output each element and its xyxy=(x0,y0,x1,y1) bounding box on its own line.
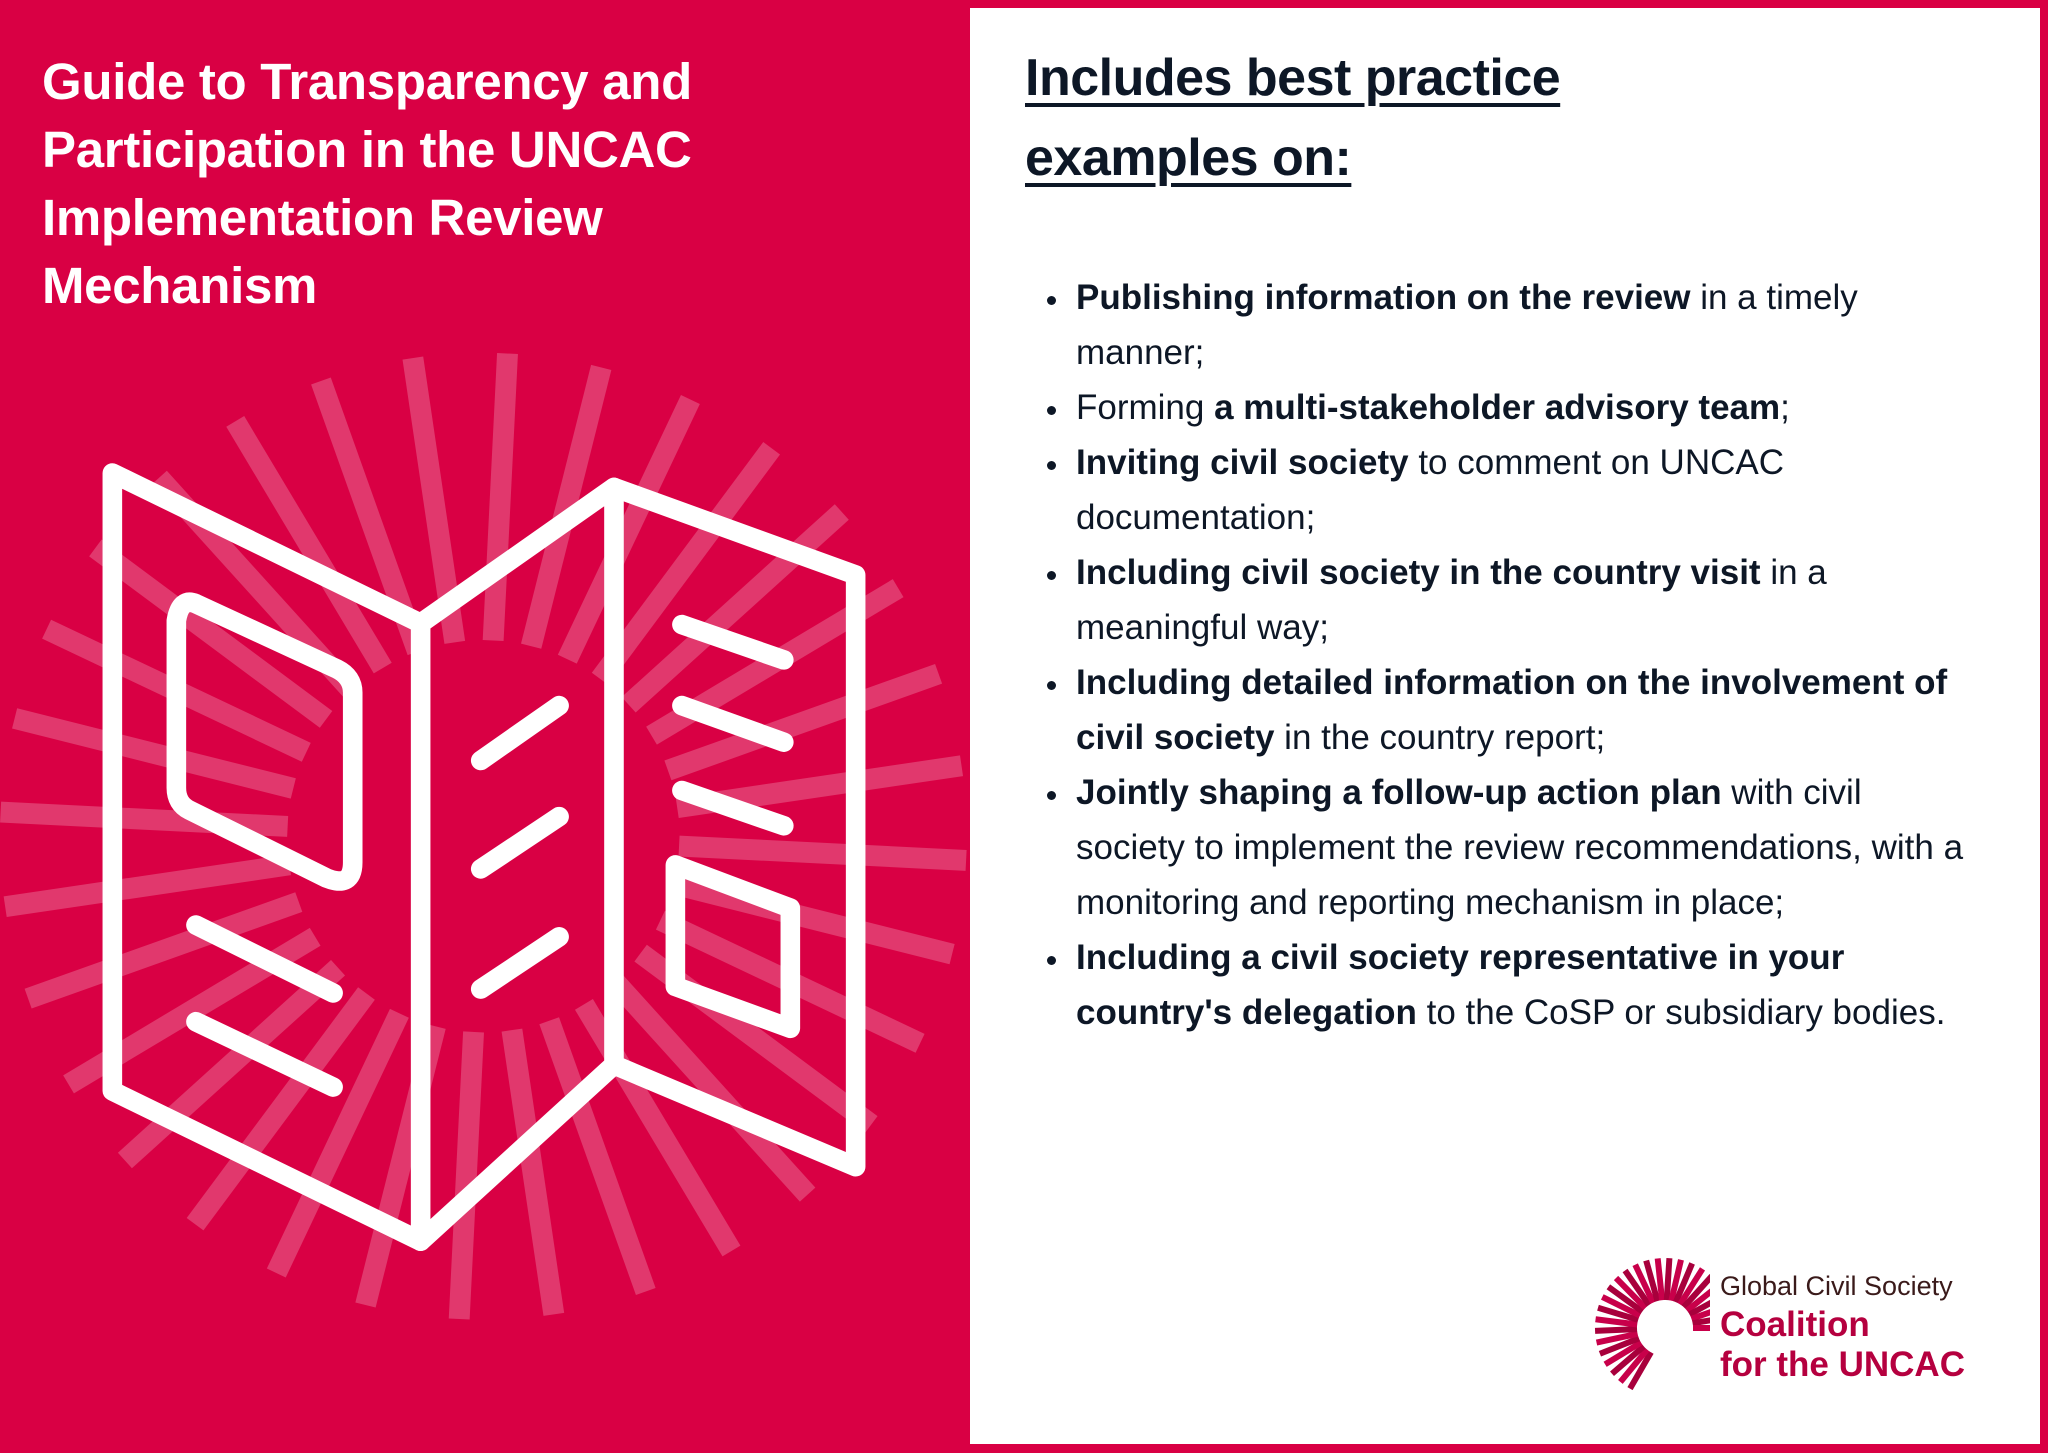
logo-text-bold: Coalition for the UNCAC xyxy=(1720,1305,1965,1385)
ray xyxy=(591,442,781,686)
logo-ray xyxy=(1600,1294,1642,1319)
list-item-bold: Including detailed information on the in… xyxy=(1076,663,1948,757)
logo-ray xyxy=(1668,1259,1684,1302)
list-item-bold: Including a civil society representative… xyxy=(1076,938,1845,1032)
ray xyxy=(664,663,943,781)
list-item: Including a civil society representative… xyxy=(1071,930,1971,1040)
ray xyxy=(482,352,518,642)
list-item-rest: in a timely manner; xyxy=(1076,278,1858,372)
logo-ray xyxy=(1663,1257,1673,1301)
list-item-rest: with civil society to implement the revi… xyxy=(1076,773,1964,922)
list-item: Publishing information on the review in … xyxy=(1071,270,1971,380)
ray xyxy=(89,539,333,728)
list-item: Forming a multi-stakeholder advisory tea… xyxy=(1071,380,1971,435)
list-item: Inviting civil society to comment on UNC… xyxy=(1071,435,1971,545)
folded-map-icon xyxy=(102,463,866,1251)
heading-line-1: Includes best practice xyxy=(1025,49,1561,107)
ray xyxy=(24,892,303,1009)
ray xyxy=(186,987,375,1231)
logo-ray xyxy=(1595,1316,1638,1328)
coalition-logo: Global Civil Society Coalition for the U… xyxy=(1590,1253,2010,1403)
ray xyxy=(0,801,289,837)
logo-ray xyxy=(1627,1350,1654,1391)
ray xyxy=(520,364,612,649)
best-practice-list: Publishing information on the review in … xyxy=(1026,270,1971,1040)
ray xyxy=(501,1028,565,1316)
logo-text-line-1: Global Civil Society xyxy=(1720,1271,1953,1301)
list-item-rest: ; xyxy=(1780,388,1790,427)
logo-ray xyxy=(1681,1273,1715,1310)
panel-heading: Includes best practice examples on: xyxy=(1025,38,1561,198)
logo-ray xyxy=(1618,1347,1650,1384)
folded-map-illustration xyxy=(0,352,967,1320)
logo-ray xyxy=(1594,1326,1638,1334)
list-item-bold: Jointly shaping a follow-up action plan xyxy=(1076,773,1722,812)
list-item-bold: Publishing information on the review xyxy=(1076,278,1691,317)
ray xyxy=(266,1008,409,1278)
logo-ray xyxy=(1598,1335,1641,1357)
logo-ray xyxy=(1622,1268,1652,1307)
logo-ray xyxy=(1673,1262,1695,1304)
list-item-rest: to the CoSP or subsidiary bodies. xyxy=(1416,993,1946,1032)
list-item: Including civil society in the country v… xyxy=(1071,545,1971,655)
logo-ray xyxy=(1603,1339,1643,1367)
ray xyxy=(557,395,700,664)
logo-sunburst-icon xyxy=(1594,1257,1735,1391)
ray xyxy=(3,854,292,918)
list-item: Jointly shaping a follow-up action plan … xyxy=(1071,765,1971,930)
logo-ray xyxy=(1632,1263,1656,1304)
logo-ray xyxy=(1610,1344,1646,1377)
ray xyxy=(226,416,392,674)
list-item-bold: a multi-stakeholder advisory team xyxy=(1214,388,1781,427)
ray xyxy=(117,959,346,1169)
guide-title: Guide to Transparency and Participation … xyxy=(42,53,692,314)
heading-line-2: examples on: xyxy=(1025,129,1352,187)
list-item-pre: Forming xyxy=(1076,388,1215,427)
logo-ray xyxy=(1613,1275,1648,1311)
list-item-rest: in the country report; xyxy=(1274,718,1606,757)
info-panel: Includes best practice examples on: Publ… xyxy=(970,8,2040,1444)
ray xyxy=(448,1031,484,1320)
logo-ray xyxy=(1606,1284,1645,1314)
list-item-bold: Including civil society in the country v… xyxy=(1076,553,1761,592)
list-item-rest: in a meaningful way; xyxy=(1076,553,1827,647)
logo-ray xyxy=(1654,1258,1666,1301)
ray xyxy=(607,974,816,1202)
ray xyxy=(621,504,849,713)
ray xyxy=(678,835,967,871)
list-item-bold: Inviting civil society xyxy=(1076,443,1409,482)
ray xyxy=(12,708,296,799)
logo-ray xyxy=(1597,1304,1640,1323)
logo-text-line-3: for the UNCAC xyxy=(1720,1345,1965,1384)
list-item-rest: to comment on UNCAC documentation; xyxy=(1076,443,1785,537)
ray xyxy=(539,1017,656,1295)
logo-ray xyxy=(1677,1267,1706,1306)
ray xyxy=(670,873,955,965)
logo-ray xyxy=(1643,1259,1661,1302)
logo-text-line-2: Coalition xyxy=(1720,1305,1870,1344)
list-item: Including detailed information on the in… xyxy=(1071,655,1971,765)
logo-ray xyxy=(1595,1330,1639,1346)
